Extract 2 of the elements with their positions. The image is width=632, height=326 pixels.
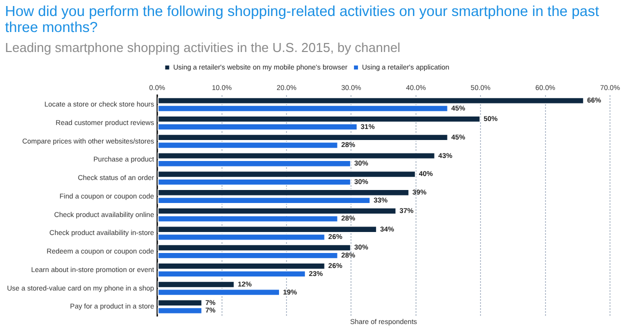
chart-subtitle: Leading smartphone shopping activities in the U.S. 2015, by channel [5,40,400,55]
chart-title: How did you perform the following shopping-related activities on your smartphone in the past three months? [5,4,600,36]
